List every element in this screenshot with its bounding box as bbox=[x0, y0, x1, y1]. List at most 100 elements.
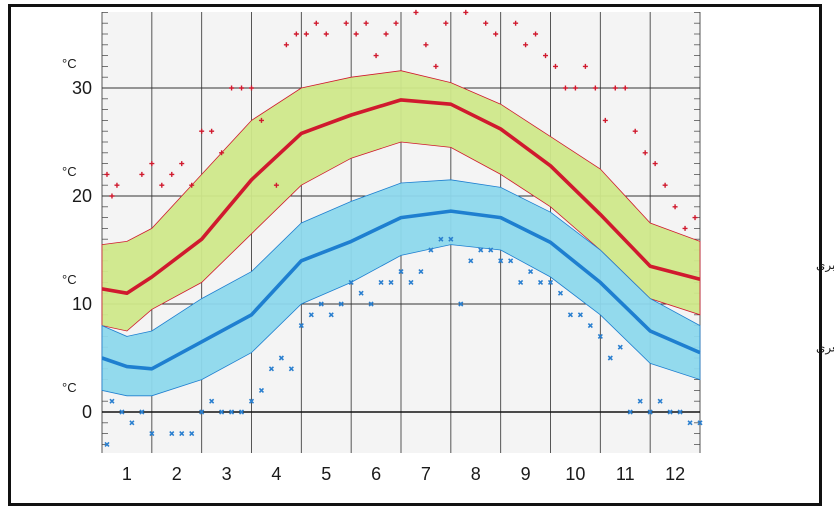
x-tick-label: 5 bbox=[321, 464, 331, 484]
extreme-min-marker bbox=[119, 409, 125, 415]
extreme-max-marker bbox=[139, 171, 145, 177]
extreme-min-marker bbox=[318, 301, 324, 307]
extreme-max-marker bbox=[652, 161, 658, 167]
extreme-min-marker bbox=[358, 290, 364, 296]
extreme-max-marker bbox=[383, 31, 389, 37]
extreme-max-marker bbox=[109, 193, 115, 199]
extreme-min-marker bbox=[498, 258, 504, 264]
y-unit-label: °C bbox=[62, 380, 77, 395]
extreme-max-marker bbox=[433, 63, 439, 69]
x-tick-label: 1 bbox=[122, 464, 132, 484]
extreme-max-marker bbox=[239, 85, 245, 91]
extreme-max-marker bbox=[293, 31, 299, 37]
extreme-min-marker bbox=[179, 431, 185, 437]
y-tick-label: 30 bbox=[72, 78, 92, 98]
extreme-max-marker bbox=[672, 204, 678, 210]
extreme-max-marker bbox=[104, 171, 110, 177]
extreme-max-marker bbox=[199, 128, 205, 134]
extreme-min-marker bbox=[468, 258, 474, 264]
extreme-max-marker bbox=[219, 150, 225, 156]
extreme-max-marker bbox=[612, 85, 618, 91]
extreme-min-marker bbox=[199, 409, 205, 415]
extreme-max-marker bbox=[189, 182, 195, 188]
y-unit-label: °C bbox=[62, 164, 77, 179]
extreme-min-marker bbox=[219, 409, 225, 415]
extreme-max-marker bbox=[543, 53, 549, 59]
extreme-min-marker bbox=[129, 420, 135, 426]
legend-label-1: درجة الحرارة الكبرى bbox=[816, 258, 834, 273]
extreme-min-marker bbox=[597, 333, 603, 339]
extreme-max-marker bbox=[582, 63, 588, 69]
extreme-min-marker bbox=[448, 236, 454, 242]
extreme-max-marker bbox=[149, 161, 155, 167]
x-tick-label: 2 bbox=[172, 464, 182, 484]
extreme-min-marker bbox=[149, 431, 155, 437]
series-band-2 bbox=[101, 179, 701, 397]
extreme-min-marker bbox=[388, 279, 394, 285]
extreme-max-marker bbox=[229, 85, 235, 91]
x-tick-label: 11 bbox=[616, 464, 635, 484]
extreme-min-marker bbox=[418, 269, 424, 275]
extreme-max-marker bbox=[114, 182, 120, 188]
extreme-min-marker bbox=[238, 409, 245, 415]
extreme-max-marker bbox=[169, 171, 175, 177]
extreme-min-marker bbox=[547, 279, 554, 285]
series-band-1 bbox=[101, 70, 701, 332]
extreme-min-marker bbox=[248, 398, 255, 404]
extreme-min-marker bbox=[139, 409, 145, 415]
x-tick-label: 7 bbox=[421, 464, 431, 484]
extreme-min-marker bbox=[288, 366, 294, 372]
extreme-min-marker bbox=[657, 398, 663, 404]
extreme-max-marker bbox=[249, 85, 254, 91]
extreme-max-marker bbox=[483, 20, 489, 26]
legend-label-2: درجة الحرارة الصغرى bbox=[816, 341, 834, 356]
extreme-max-marker bbox=[209, 128, 215, 134]
extreme-min-marker bbox=[677, 409, 683, 415]
extreme-min-marker bbox=[508, 258, 514, 264]
extreme-min-marker bbox=[169, 431, 175, 437]
extreme-min-marker bbox=[567, 312, 573, 318]
extreme-min-marker bbox=[104, 441, 110, 447]
extreme-min-marker bbox=[328, 312, 334, 318]
extreme-min-marker bbox=[637, 398, 643, 404]
extreme-max-marker bbox=[258, 117, 264, 123]
x-tick-label: 3 bbox=[222, 464, 232, 484]
y-unit-label: °C bbox=[62, 272, 77, 287]
extreme-max-marker bbox=[159, 182, 165, 188]
extreme-min-marker bbox=[278, 355, 284, 361]
extreme-min-marker bbox=[268, 366, 274, 372]
extreme-min-marker bbox=[229, 409, 235, 415]
x-tick-label: 10 bbox=[565, 464, 585, 484]
series-line-2 bbox=[101, 209, 701, 371]
extreme-min-marker bbox=[478, 247, 484, 253]
extreme-min-marker bbox=[308, 312, 314, 318]
extreme-min-marker bbox=[209, 398, 215, 404]
extreme-min-marker bbox=[458, 301, 464, 307]
extreme-min-marker bbox=[298, 323, 304, 329]
x-tick-label: 12 bbox=[665, 464, 685, 484]
extreme-min-marker bbox=[368, 301, 374, 307]
extreme-max-marker bbox=[682, 225, 688, 231]
extreme-max-marker bbox=[393, 20, 399, 26]
extreme-max-marker bbox=[283, 42, 289, 48]
extreme-min-marker bbox=[518, 279, 524, 285]
extreme-max-marker bbox=[443, 20, 449, 26]
x-tick-label: 8 bbox=[471, 464, 481, 484]
extreme-min-marker bbox=[577, 312, 583, 318]
extreme-min-marker bbox=[537, 279, 544, 285]
extreme-max-marker bbox=[572, 85, 578, 91]
extreme-min-marker bbox=[697, 420, 703, 426]
extreme-max-marker bbox=[423, 42, 429, 48]
extreme-max-marker bbox=[642, 150, 648, 156]
extreme-min-marker bbox=[617, 344, 623, 350]
extreme-max-marker bbox=[552, 63, 558, 69]
y-tick-label: 10 bbox=[72, 294, 92, 314]
extreme-min-marker bbox=[348, 279, 354, 285]
extreme-max-marker bbox=[353, 31, 359, 37]
extreme-min-marker bbox=[627, 409, 633, 415]
extreme-max-marker bbox=[692, 215, 698, 221]
extreme-min-marker bbox=[488, 247, 494, 253]
extreme-min-marker bbox=[428, 247, 434, 253]
x-tick-label: 9 bbox=[521, 464, 531, 484]
extreme-max-marker bbox=[592, 85, 598, 91]
